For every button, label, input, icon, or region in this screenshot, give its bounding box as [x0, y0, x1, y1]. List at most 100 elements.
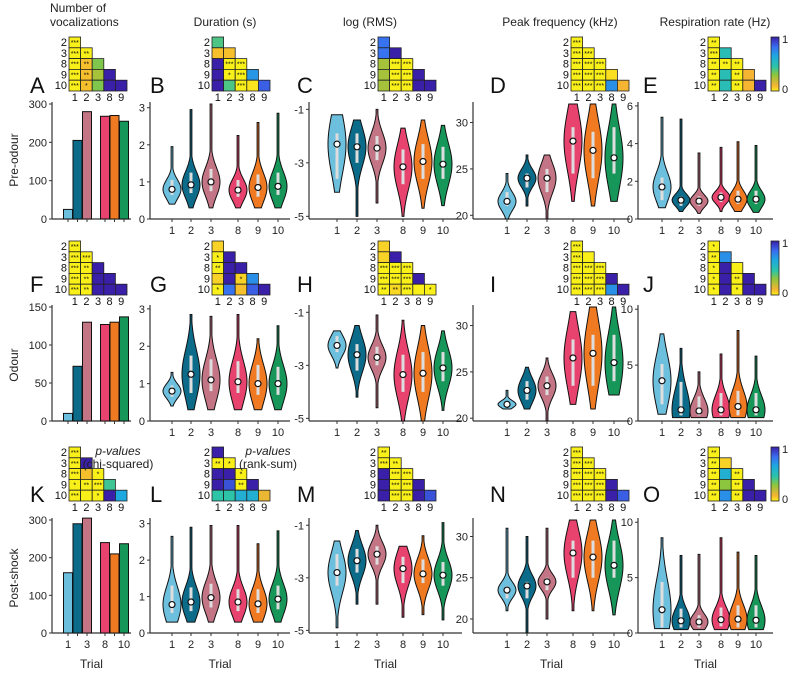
iqr-box	[591, 131, 595, 179]
heatmap-row-label: 3	[61, 48, 67, 60]
y-tick-label: 2	[627, 176, 633, 188]
colorbar-max-label: 1	[782, 34, 788, 46]
x-tick-label: 8	[570, 427, 576, 439]
heatmap-col-label: 2	[226, 92, 232, 104]
heatmap-row-label: 10	[55, 284, 67, 296]
median-marker	[333, 568, 341, 577]
heatmap-row-label: 2	[61, 241, 67, 253]
column-title-line2: vocalizations	[50, 15, 119, 29]
colorbar-min-label: 0	[782, 288, 788, 300]
heatmap-row-label: 9	[61, 479, 67, 491]
panel-letter: C	[297, 73, 313, 98]
heatmap-row-label: 2	[204, 447, 210, 459]
pvalue-note-rank-sum: p-values(rank-sum)	[239, 444, 297, 471]
iqr-box	[209, 359, 213, 392]
heatmap-cell	[423, 283, 437, 296]
row-label: Post-shock	[7, 547, 21, 607]
heatmap-row-label: 10	[198, 80, 210, 92]
pvalue-heatmap: 238 *** ***9 *** ***10 *** ***1 2 3 8 9	[364, 36, 437, 104]
heatmap-cell	[719, 283, 732, 296]
violin-trial-3	[201, 524, 221, 623]
heatmap-row-label: 2	[370, 37, 376, 49]
heatmap-row-label: 9	[61, 273, 67, 285]
heatmap-row-label: 8	[61, 263, 67, 275]
significance-stars: ***	[380, 276, 388, 283]
bar-trial-1	[63, 208, 73, 220]
heatmap-cell	[377, 79, 391, 92]
heatmap-row-label: 8	[700, 59, 706, 71]
significance-stars: ***	[391, 266, 399, 273]
bar-trial-9	[109, 321, 120, 422]
median-marker	[439, 364, 447, 372]
heatmap-cell	[223, 478, 236, 491]
panel-letter: D	[490, 73, 506, 98]
heatmap-row-label: 8	[370, 263, 376, 275]
median-marker	[419, 369, 427, 377]
heatmap-cell	[582, 251, 595, 264]
x-tick-label: 1	[334, 225, 340, 237]
heatmap-cell	[257, 79, 271, 92]
heatmap-row-label: 2	[370, 447, 376, 459]
x-tick-label: 1	[659, 427, 665, 439]
median-marker	[187, 598, 195, 606]
heatmap-col-label: 1	[72, 502, 78, 514]
significance-stars: ***	[403, 83, 411, 90]
significance-stars: *	[712, 276, 715, 283]
pvalue-note-title: p-values	[94, 444, 140, 458]
violin-trial-2	[671, 554, 691, 631]
x-tick-label: 1	[334, 639, 340, 651]
heatmap-cell	[211, 478, 225, 491]
significance-stars: *	[85, 83, 88, 90]
y-tick-label: 0	[627, 214, 633, 226]
y-tick-label: 30	[456, 531, 468, 543]
median-marker	[610, 359, 618, 367]
significance-stars: **	[84, 482, 90, 489]
heatmap-row-label: 3	[700, 458, 706, 470]
heatmap-cell	[91, 58, 105, 70]
pvalue-heatmap: 2 ***3 *** **8 *** **9 *** **10 *** *1 2 3 8 9	[55, 36, 128, 104]
pvalue-note-test: (chi-squared)	[83, 457, 154, 471]
significance-stars: ***	[573, 266, 581, 273]
heatmap-cell	[223, 47, 236, 59]
column-title: Number of	[50, 1, 107, 15]
heatmap-cell	[389, 47, 402, 59]
heatmap-cell	[742, 272, 755, 285]
violin-trial-10	[746, 554, 766, 631]
heatmap-col-label: 8	[609, 502, 615, 514]
heatmap-col-label: 2	[83, 502, 89, 514]
significance-stars: **	[734, 62, 740, 69]
y-tick-label: 0	[627, 628, 633, 640]
median-marker	[234, 378, 242, 386]
significance-stars: ***	[596, 472, 604, 479]
heatmap-row-label: 9	[563, 69, 569, 81]
iqr-box	[754, 393, 758, 416]
iqr-box	[236, 361, 240, 393]
heatmap-row-label: 3	[61, 458, 67, 470]
significance-stars: ***	[573, 472, 581, 479]
median-marker	[569, 354, 577, 362]
x-tick-label: 2	[678, 639, 684, 651]
heatmap-row-label: 8	[700, 263, 706, 275]
median-marker	[717, 406, 725, 414]
y-tick-label: -5	[294, 413, 304, 425]
median-marker	[168, 387, 176, 395]
violin-trial-9	[248, 122, 268, 209]
heatmap-cell	[412, 79, 425, 92]
bar-trial-9	[109, 553, 120, 634]
heatmap-row-label: 3	[204, 458, 210, 470]
heatmap-cell	[605, 69, 618, 81]
significance-stars: *	[240, 472, 243, 479]
heatmap-cell	[423, 489, 437, 502]
y-tick-label: 20	[456, 413, 468, 425]
heatmap-cell	[223, 262, 236, 274]
significance-stars: ***	[237, 72, 245, 79]
heatmap-row-label: 2	[61, 447, 67, 459]
iqr-box	[660, 582, 664, 628]
y-tick-label: 0	[41, 214, 47, 226]
heatmap-row-label: 2	[61, 37, 67, 49]
y-tick-label: -1	[294, 307, 304, 319]
heatmap-cell	[377, 47, 391, 59]
pvalue-heatmap: 2 ***3 ***8 *** *** ***9 *** *** ***10 *** *** ***1…	[557, 240, 630, 308]
heatmap-col-label: 9	[757, 502, 763, 514]
